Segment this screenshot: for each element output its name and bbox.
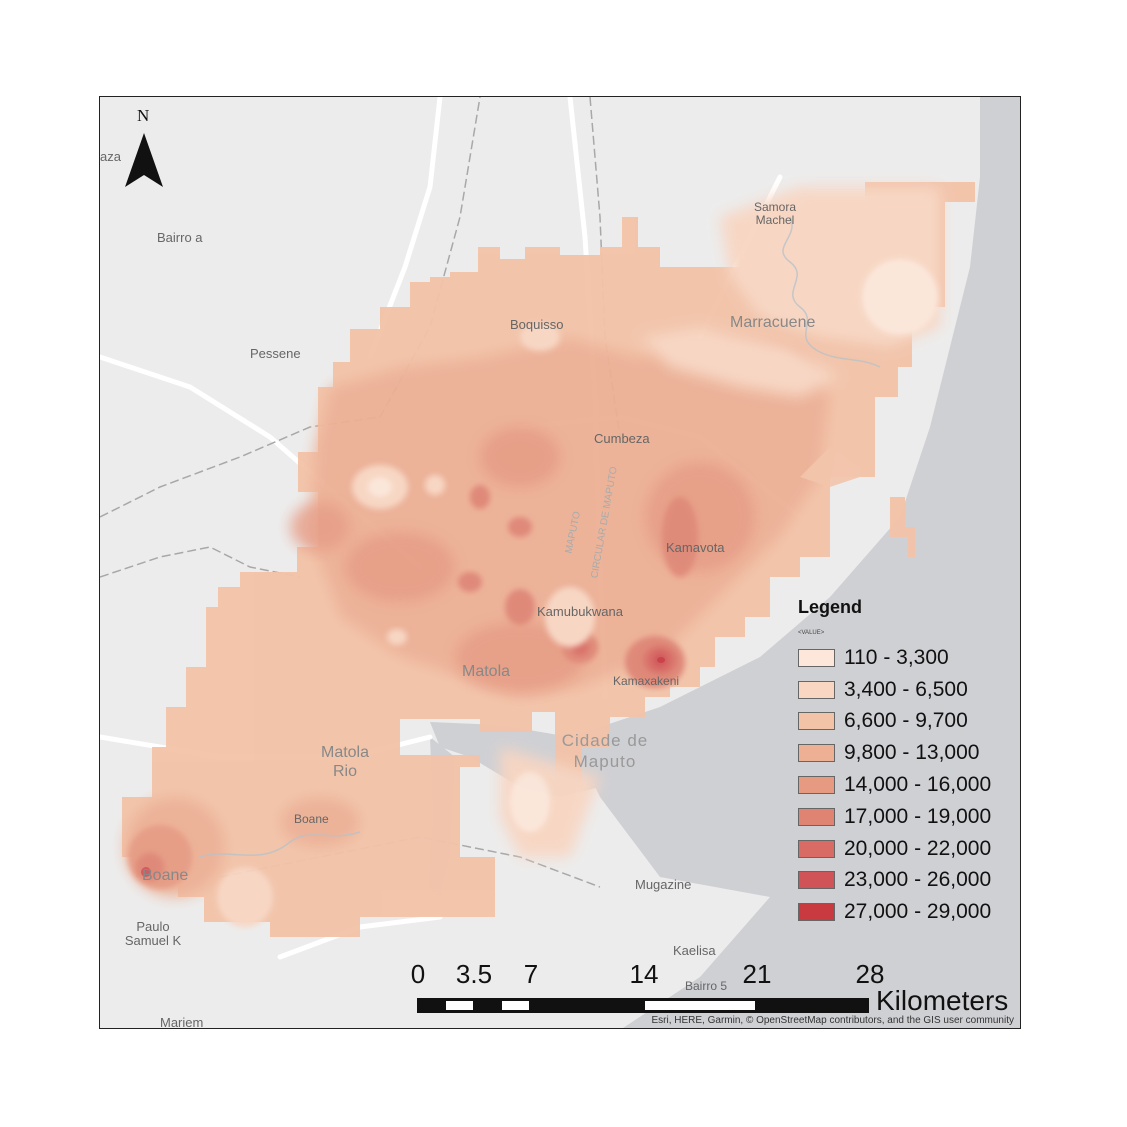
legend-title: Legend xyxy=(798,597,863,617)
density-raster xyxy=(122,182,975,937)
north-arrow-label: N xyxy=(137,106,150,125)
legend-label: 23,000 - 26,000 xyxy=(844,868,992,892)
scale-tick: 0 xyxy=(410,959,426,989)
place-label: Boane xyxy=(294,812,329,826)
place-label: Mariem xyxy=(160,1015,204,1029)
place-label: Kamubukwana xyxy=(537,604,623,619)
river-lines xyxy=(199,216,881,858)
legend-swatch xyxy=(798,871,835,890)
scale-tick: 21 xyxy=(742,959,772,989)
legend-swatch xyxy=(798,903,835,922)
place-label: Paulo Samuel K xyxy=(124,919,182,948)
legend-label: 14,000 - 16,000 xyxy=(844,773,992,797)
place-label: Bairro a xyxy=(157,230,203,245)
place-label: Kaelisa xyxy=(673,943,716,958)
place-label: Marracuene xyxy=(730,314,816,331)
scale-tick: 3.5 xyxy=(455,959,493,989)
legend-item: 9,800 - 13,000 xyxy=(798,737,1018,769)
place-label: Matola xyxy=(462,663,511,680)
place-label: Kamavota xyxy=(666,540,725,555)
sea-area xyxy=(570,97,1020,1028)
place-label: aza xyxy=(100,149,121,164)
legend-item: 17,000 - 19,000 xyxy=(798,801,1018,833)
place-label: Cidade de Maputo xyxy=(561,731,649,771)
legend-label: 6,600 - 9,700 xyxy=(844,709,968,733)
legend-label: 110 - 3,300 xyxy=(844,645,949,669)
place-label: Samora Machel xyxy=(753,200,797,227)
legend-swatch xyxy=(798,712,835,731)
legend-swatch xyxy=(798,807,835,826)
scale-tick: 14 xyxy=(629,959,659,989)
scale-bar-graphic xyxy=(417,998,869,1013)
legend-label: 3,400 - 6,500 xyxy=(844,677,968,701)
place-label: Mugazine xyxy=(635,877,692,892)
place-label: Bairro 5 xyxy=(685,979,728,993)
place-label: Pessene xyxy=(250,346,301,361)
scale-tick: 28 xyxy=(855,959,885,989)
legend-item: 110 - 3,300 xyxy=(798,642,1018,674)
place-label: Kamaxakeni xyxy=(613,674,680,688)
legend-swatch xyxy=(798,776,835,795)
density-map[interactable] xyxy=(100,97,1021,1029)
legend-swatch xyxy=(798,839,835,858)
legend-label: 17,000 - 19,000 xyxy=(844,804,992,828)
legend-label: 9,800 - 13,000 xyxy=(844,741,980,765)
legend-swatch xyxy=(798,648,835,667)
legend-field-label: <VALUE> xyxy=(798,630,825,636)
place-label: Boane xyxy=(142,867,189,884)
legend: Legend <VALUE> 110 - 3,300 3,400 - 6,500 6… xyxy=(798,597,1018,928)
place-label: Boquisso xyxy=(510,317,564,332)
legend-item: 3,400 - 6,500 xyxy=(798,674,1018,706)
map-frame[interactable]: aza Bairro a Pessene Samora Machel Marra… xyxy=(99,96,1021,1029)
legend-swatch xyxy=(798,680,835,699)
legend-item: 27,000 - 29,000 xyxy=(798,896,1018,928)
legend-label: 20,000 - 22,000 xyxy=(844,836,992,860)
legend-item: 6,600 - 9,700 xyxy=(798,706,1018,738)
place-label: Matola Rio xyxy=(320,744,370,780)
legend-label: 27,000 - 29,000 xyxy=(844,900,992,924)
legend-item: 20,000 - 22,000 xyxy=(798,833,1018,865)
map-attribution: Esri, HERE, Garmin, © OpenStreetMap cont… xyxy=(651,1015,1014,1026)
scale-tick: 7 xyxy=(523,959,539,989)
scale-unit-label: Kilometers xyxy=(876,985,1009,1016)
place-label: Cumbeza xyxy=(594,431,650,446)
legend-rows: 110 - 3,300 3,400 - 6,500 6,600 - 9,700 9,8… xyxy=(798,642,1018,928)
legend-item: 14,000 - 16,000 xyxy=(798,769,1018,801)
legend-swatch xyxy=(798,744,835,763)
north-arrow-icon xyxy=(125,133,163,187)
legend-item: 23,000 - 26,000 xyxy=(798,865,1018,897)
